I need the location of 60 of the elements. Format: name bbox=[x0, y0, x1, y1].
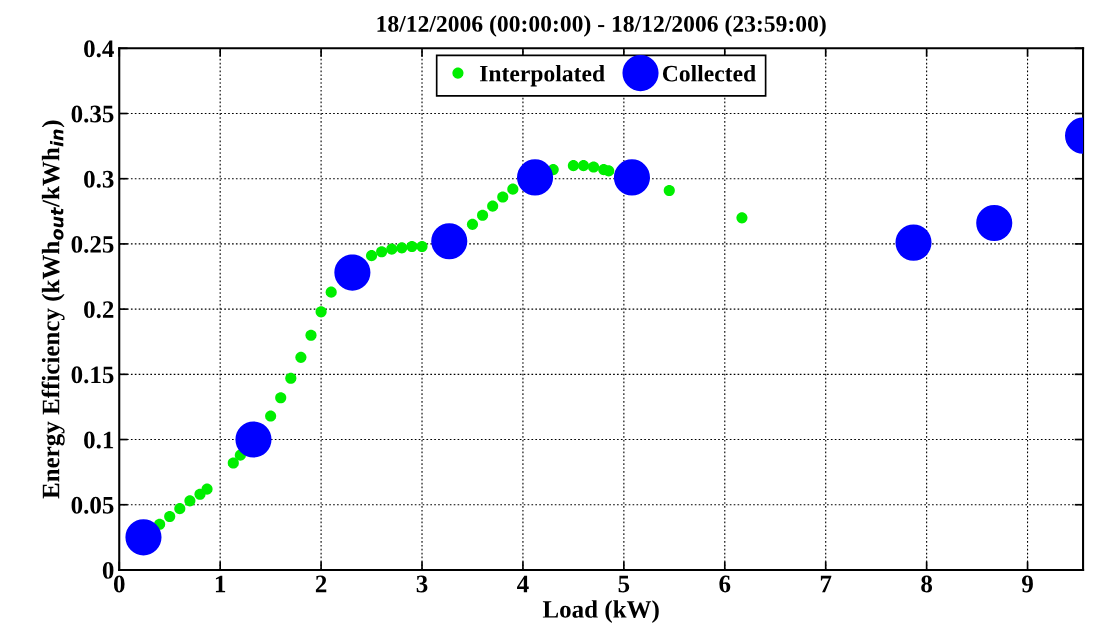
point bbox=[487, 200, 499, 212]
point bbox=[386, 243, 398, 255]
point bbox=[577, 160, 590, 172]
y-tick-label: 0.4 bbox=[84, 40, 114, 58]
point bbox=[466, 218, 479, 230]
point bbox=[431, 223, 468, 260]
point bbox=[285, 372, 297, 384]
point bbox=[613, 159, 650, 196]
point bbox=[184, 495, 196, 507]
x-tick-label: 5 bbox=[618, 575, 630, 593]
point bbox=[567, 160, 579, 172]
point bbox=[295, 351, 307, 363]
y-tick-label: 0.05 bbox=[71, 496, 114, 514]
point bbox=[334, 254, 371, 291]
point bbox=[416, 240, 428, 253]
y-axis-title: Energy Efficiency (kWh$_{out}$/kWh$_{in}$) bbox=[41, 120, 65, 499]
x-tick-label: 4 bbox=[517, 575, 529, 593]
point bbox=[315, 306, 327, 318]
point bbox=[164, 510, 176, 523]
point bbox=[976, 204, 1013, 242]
point bbox=[497, 191, 509, 203]
y-tick-label: 0.2 bbox=[84, 301, 114, 319]
point bbox=[227, 457, 239, 469]
y-tick-label: 0 bbox=[102, 561, 114, 579]
x-tick-label: 1 bbox=[215, 575, 226, 593]
point bbox=[507, 183, 519, 195]
point bbox=[406, 240, 418, 253]
x-axis-title: Load (kW) bbox=[542, 600, 659, 623]
point bbox=[516, 159, 554, 196]
point bbox=[663, 184, 675, 196]
point bbox=[265, 410, 277, 422]
x-tick-label: 7 bbox=[820, 575, 832, 593]
point bbox=[325, 286, 337, 298]
x-tick-label: 6 bbox=[719, 575, 731, 593]
x-tick-label: 2 bbox=[315, 575, 327, 593]
chart-title: 18/12/2006 (00:00:00) - 18/12/2006 (23:59:00) bbox=[377, 15, 826, 37]
y-tick-label: 0.1 bbox=[84, 431, 114, 449]
point bbox=[895, 224, 932, 261]
point bbox=[275, 392, 287, 404]
point bbox=[201, 483, 213, 495]
y-tick-label: 0.35 bbox=[71, 105, 114, 123]
x-tick-label: 3 bbox=[416, 575, 428, 593]
y-tick-label: 0.15 bbox=[71, 366, 114, 384]
point bbox=[125, 519, 162, 556]
point bbox=[174, 503, 186, 515]
x-tick-label: 0 bbox=[113, 575, 125, 593]
point bbox=[305, 329, 317, 341]
point bbox=[376, 246, 388, 258]
point bbox=[477, 209, 489, 221]
y-tick-label: 0.25 bbox=[71, 235, 114, 253]
legend-label: Interpolated bbox=[479, 64, 605, 87]
point bbox=[588, 161, 600, 173]
point bbox=[396, 242, 408, 254]
legend-label: Collected bbox=[662, 64, 756, 82]
point bbox=[235, 421, 272, 458]
point bbox=[736, 212, 748, 224]
x-tick-label: 8 bbox=[921, 575, 933, 593]
x-tick-label: 9 bbox=[1021, 575, 1033, 593]
y-tick-label: 0.3 bbox=[84, 170, 114, 188]
point bbox=[366, 250, 378, 262]
